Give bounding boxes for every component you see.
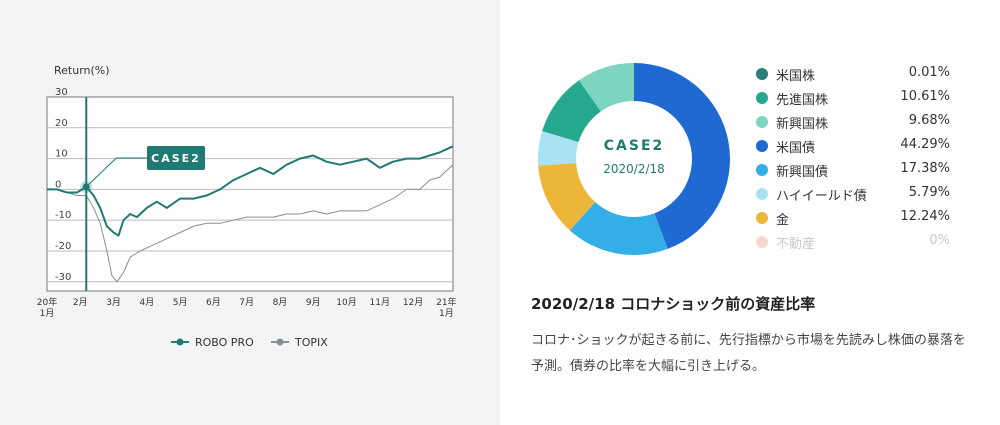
legend-item: ハイイールド債 5.79% [756,184,956,206]
y-tick-label: -10 [55,210,71,221]
legend-swatch [756,212,768,224]
y-tick-label: 30 [55,87,68,98]
legend-swatch [756,188,768,200]
axis-ticks: 30 20 10 0 -10 -20 -30 20年 1月 2月 3月 4月 5月 6月 7月 8月 9月 10月… [37,87,457,319]
x-tick-label: 6月 [206,297,221,308]
legend-swatch [756,140,768,152]
legend-item: 新興国債 17.38% [756,160,956,182]
legend-percentage: 17.38% [900,161,950,176]
x-tick-label: 7月 [239,297,254,308]
legend-percentage: 12.24% [900,209,950,224]
grid [47,127,453,283]
legend-swatch [756,164,768,176]
legend-item: 米国債 44.29% [756,136,956,158]
legend-percentage: 5.79% [908,185,950,200]
legend-item: 金 12.24% [756,208,956,230]
section-heading: 2020/2/18 コロナショック前の資産比率 [531,295,816,313]
legend-category: 先進国株 [776,93,829,108]
legend-category: 新興国株 [776,117,829,132]
y-axis-label: Return(%) [54,64,110,77]
allocation-panel: CASE2 2020/2/18 [500,0,1000,425]
series-topix-line [47,164,454,283]
legend-item: 不動産 0% [756,232,956,254]
case-badge [147,146,205,170]
case-marker: CASE2 [80,97,205,291]
legend-category: 米国株 [776,69,816,84]
series-robo-pro-line [47,145,454,237]
legend-category: 金 [776,213,790,228]
donut-hole [576,101,692,217]
x-tick-label: 21年 1月 [436,296,456,319]
x-tick-label: 12月 [403,297,423,308]
legend-percentage: 0.01% [908,65,950,80]
y-tick-label: 20 [55,118,68,129]
y-tick-label: -20 [55,241,71,252]
y-tick-label: 10 [55,149,68,160]
y-tick-label: -30 [55,272,71,283]
section-description: コロナ･ショックが起きる前に、先行指標から市場を先読みし株価の暴落を予測。債券の… [531,333,966,374]
legend-robo-pro[interactable]: ROBO PRO [171,336,254,349]
legend-robo-pro-label: ROBO PRO [195,336,254,349]
legend-swatch [756,236,768,248]
donut-center-label: CASE2 [604,138,665,154]
legend-topix[interactable]: TOPIX [271,336,328,349]
legend-topix-label: TOPIX [294,336,328,349]
x-tick-label: 3月 [106,297,121,308]
donut-chart: CASE2 2020/2/18 [538,62,731,256]
legend-item: 新興国株 9.68% [756,112,956,134]
y-tick-label: 0 [55,179,61,190]
x-tick-label: 8月 [273,297,288,308]
legend-swatch [756,116,768,128]
legend-category: 米国債 [776,141,816,156]
legend-item: 先進国株 10.61% [756,88,956,110]
plot-area [46,96,454,292]
legend-category: ハイイールド債 [776,189,867,204]
x-tick-label: 9月 [306,297,321,308]
legend-item: 米国株 0.01% [756,64,956,86]
legend-category: 新興国債 [776,165,829,180]
legend-topix-dot [276,338,284,346]
donut-center-date: 2020/2/18 [603,162,665,176]
line-chart-panel: Return(%) CASE2 30 20 10 0 -10 -20 -30 20年 1月 2月 3… [0,0,500,425]
x-tick-label: 2月 [73,297,88,308]
case-badge-label: CASE2 [151,152,201,165]
legend-robo-pro-dot [176,338,184,346]
legend-percentage: 10.61% [900,89,950,104]
series-layer [47,145,454,283]
x-tick-label: 5月 [173,297,188,308]
legend-percentage: 44.29% [900,137,950,152]
legend-category: 不動産 [776,237,816,252]
x-tick-label: 20年 1月 [37,296,57,319]
x-tick-label: 4月 [139,297,154,308]
case-callout-line [85,157,147,188]
legend-swatch [756,92,768,104]
legend-percentage: 0% [929,233,950,248]
x-tick-label: 11月 [370,297,390,308]
legend-swatch [756,68,768,80]
x-tick-label: 10月 [336,297,356,308]
legend-percentage: 9.68% [908,113,950,128]
